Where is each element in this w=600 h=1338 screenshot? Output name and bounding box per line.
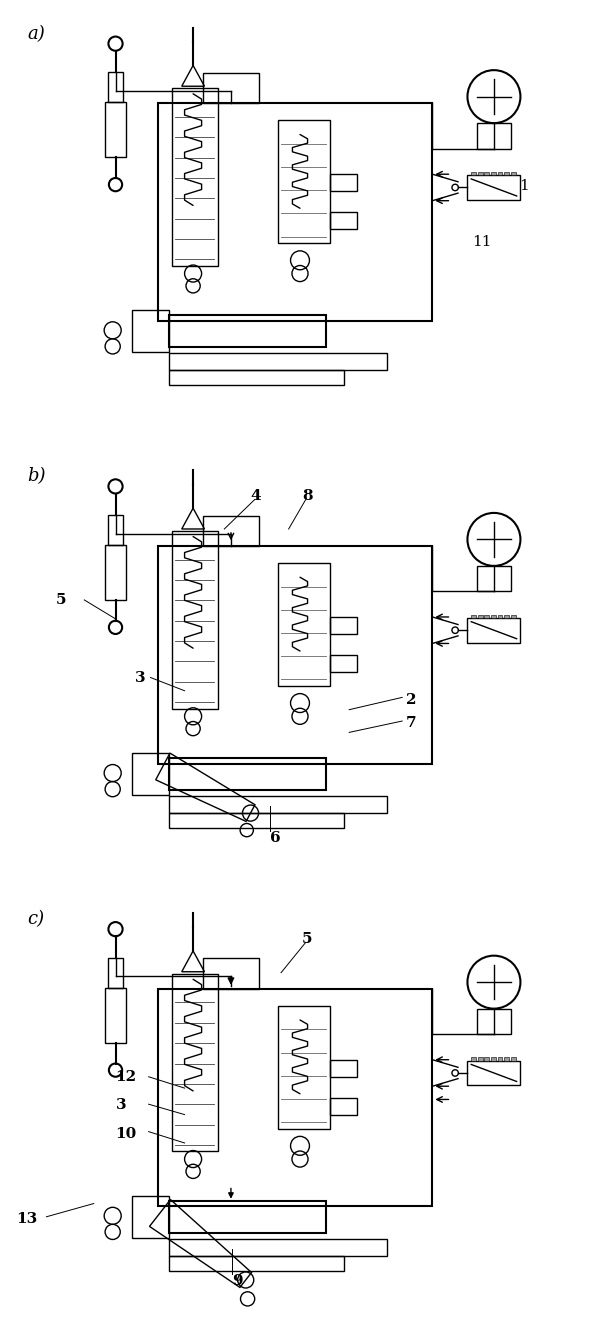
Text: c): c) [28,910,44,929]
Text: b): b) [28,467,46,486]
Text: 9: 9 [232,1274,242,1288]
Bar [169,1239,387,1255]
Bar [330,1060,357,1077]
Bar [477,1009,511,1034]
Bar [158,103,433,321]
Bar [203,515,259,546]
Bar [169,353,387,371]
Circle shape [452,1070,458,1076]
Text: 3: 3 [116,1098,126,1112]
Bar [158,989,433,1207]
Bar [498,614,502,618]
Bar [471,1057,476,1061]
Bar [169,812,344,828]
Bar [104,102,127,157]
Bar [330,617,357,634]
Text: 2: 2 [406,693,416,708]
Bar [330,211,357,229]
Bar [505,1057,509,1061]
Bar [478,614,482,618]
Bar [505,171,509,175]
Bar [491,1057,496,1061]
Bar [478,171,482,175]
Bar [491,614,496,618]
Bar [477,566,511,591]
Bar [477,123,511,149]
Text: 5: 5 [302,931,313,946]
Bar [203,958,259,989]
Bar [511,1057,516,1061]
Bar [511,614,516,618]
Bar [471,614,476,618]
Bar [278,120,330,244]
Bar [498,171,502,175]
Text: 8: 8 [302,488,313,503]
Bar [491,171,496,175]
Bar [478,1057,482,1061]
Bar [278,1006,330,1129]
Bar [169,371,344,385]
Text: 12: 12 [116,1070,137,1084]
Bar [484,171,489,175]
Text: 6: 6 [270,831,280,846]
Circle shape [452,628,458,633]
Text: 3: 3 [134,672,145,685]
Bar [330,174,357,191]
Bar [330,654,357,672]
Text: 10: 10 [116,1127,137,1140]
Bar [104,987,127,1042]
Bar [498,1057,502,1061]
Bar [169,796,387,812]
Circle shape [452,185,458,191]
Bar [169,316,326,348]
Bar [505,614,509,618]
Bar [484,614,489,618]
Bar [158,546,433,764]
Bar [484,1057,489,1061]
Bar [109,958,122,987]
Bar [203,74,259,103]
Bar [104,545,127,599]
Bar [169,1200,326,1232]
Bar [467,175,520,199]
Bar [169,757,326,791]
Bar [131,310,169,352]
Bar [131,1196,169,1238]
Bar [467,618,520,642]
Bar [511,171,516,175]
Bar [172,88,218,266]
Bar [172,974,218,1152]
Bar [278,563,330,686]
Text: 7: 7 [406,716,416,731]
Bar [169,1255,344,1271]
Text: 13: 13 [16,1212,37,1226]
Bar [131,753,169,795]
Bar [467,1061,520,1085]
Bar [330,1097,357,1115]
Bar [109,72,122,102]
Text: a): a) [28,24,45,43]
Text: 4: 4 [251,488,262,503]
Bar [471,171,476,175]
Text: 11: 11 [472,235,491,249]
Text: 5: 5 [56,593,67,607]
Bar [172,531,218,709]
Bar [109,515,122,545]
Text: 1: 1 [520,178,529,193]
